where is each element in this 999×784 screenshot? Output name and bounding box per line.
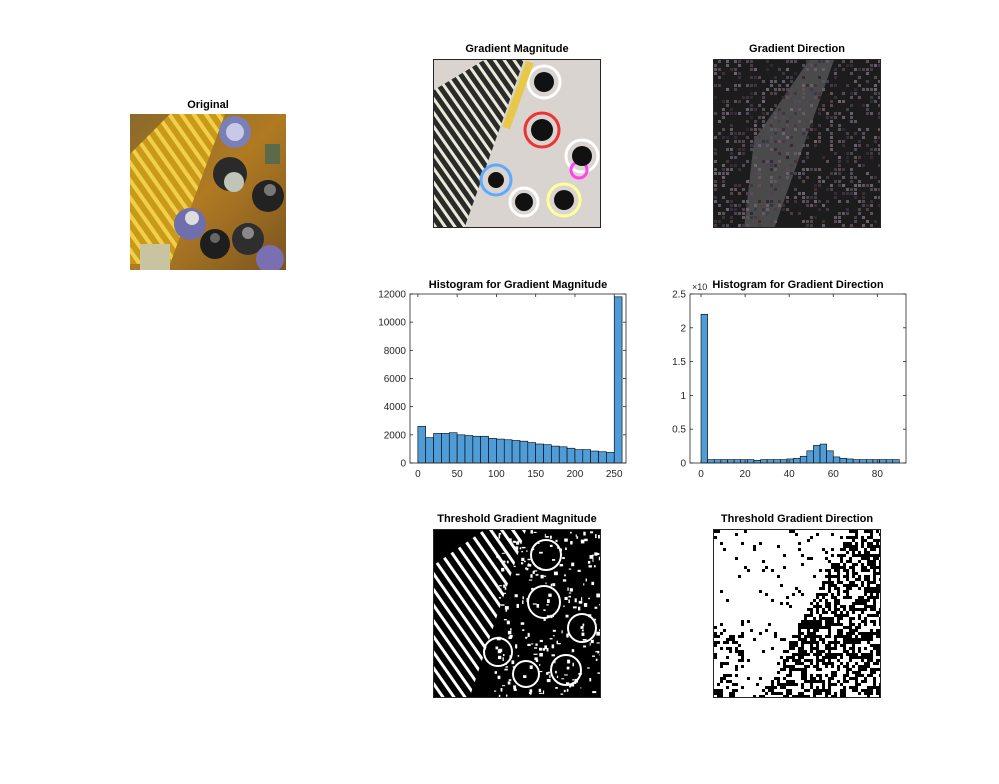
histogram-bar: [558, 446, 568, 464]
histogram-bar: [760, 459, 768, 464]
threshold-magnitude-image: [433, 529, 601, 698]
histogram-bar: [740, 459, 748, 464]
histogram-magnitude-panel: Histogram for Gradient Magnitude 0 50 100 15…: [370, 276, 640, 486]
histogram-bar: [700, 313, 708, 464]
histogram-bar: [535, 443, 544, 464]
gradient-magnitude-title: Gradient Magnitude: [465, 43, 569, 55]
histogram-bar: [551, 445, 560, 464]
histogram-bar: [713, 459, 722, 464]
histogram-bar: [852, 459, 861, 464]
histogram-bar: [753, 460, 761, 464]
histogram-bar: [786, 458, 794, 464]
y-exponent-label: ×10: [692, 282, 707, 292]
x-tick-label: 0: [415, 469, 421, 480]
x-tick-label: 20: [740, 469, 752, 480]
y-tick-label: 8000: [384, 346, 407, 357]
x-tick-label: 250: [606, 469, 623, 480]
histogram-bar: [813, 445, 821, 464]
threshold-direction-image: [713, 529, 881, 698]
histogram-bar: [519, 440, 529, 464]
threshold-direction-title: Threshold Gradient Direction: [720, 513, 874, 525]
x-tick-label: 50: [452, 469, 464, 480]
x-tick-label: 60: [828, 469, 840, 480]
histogram-bar: [582, 449, 591, 464]
histogram-bar: [480, 435, 489, 464]
y-tick-label: 2.5: [672, 290, 686, 301]
histogram-bar: [747, 459, 755, 464]
original-image: [130, 114, 286, 270]
x-tick-label: 40: [784, 469, 796, 480]
histogram-direction-panel: Histogram for Gradient Direction 0 20 40 60 8…: [660, 276, 910, 486]
histogram-bar: [799, 455, 808, 464]
threshold-magnitude-title: Threshold Gradient Magnitude: [437, 513, 597, 525]
histogram-bar: [885, 459, 894, 464]
histogram-bar: [773, 459, 781, 464]
histogram-bar: [879, 459, 887, 464]
histogram-magnitude-chart: Histogram for Gradient Magnitude 0 50 100 15…: [378, 279, 627, 480]
histogram-bar: [846, 458, 854, 464]
histogram-bar: [780, 459, 788, 464]
y-tick-label: 4000: [384, 402, 407, 413]
gradient-direction-title: Gradient Direction: [749, 43, 845, 55]
plot-box: [689, 293, 907, 464]
histogram-bar: [793, 457, 801, 464]
x-tick-label: 150: [527, 469, 544, 480]
y-tick-label: 0: [400, 459, 406, 470]
histogram-bar: [872, 459, 880, 464]
histogram-bar: [511, 440, 521, 464]
histogram-bar: [727, 459, 735, 464]
histogram-bar: [819, 443, 827, 464]
histogram-bar: [433, 433, 442, 464]
histogram-bar: [472, 435, 481, 464]
y-tick-label: 10000: [378, 318, 406, 329]
histogram-bar: [892, 459, 900, 464]
y-tick-label: 12000: [378, 290, 406, 301]
y-tick-label: 1: [680, 391, 686, 402]
gradient-direction-image: [713, 59, 881, 228]
histogram-bar: [806, 450, 814, 464]
histogram-bar: [733, 459, 741, 464]
histogram-bar: [543, 444, 552, 464]
histogram-bar: [441, 433, 450, 464]
histogram-bar: [574, 449, 584, 464]
histogram-bar: [527, 442, 536, 464]
histogram-bar: [707, 459, 715, 464]
histogram-bar: [496, 438, 505, 464]
histogram-bar: [590, 450, 599, 464]
x-tick-label: 200: [567, 469, 584, 480]
y-tick-label: 0: [680, 459, 686, 470]
x-tick-label: 100: [488, 469, 505, 480]
histogram-bar: [826, 450, 834, 464]
y-tick-label: 2000: [384, 430, 407, 441]
histogram-title: Histogram for Gradient Direction: [712, 279, 883, 291]
histogram-bar: [839, 457, 847, 464]
histogram-bar: [456, 434, 466, 464]
gradient-magnitude-image: [433, 59, 601, 228]
histogram-bar: [766, 459, 775, 464]
histogram-bar: [566, 447, 576, 464]
x-tick-label: 80: [872, 469, 884, 480]
histogram-bar: [859, 459, 867, 464]
y-tick-label: 2: [680, 323, 686, 334]
histogram-bar: [866, 459, 874, 464]
histogram-bar: [613, 296, 623, 464]
histogram-bar: [448, 432, 458, 464]
y-tick-label: 0.5: [672, 425, 686, 436]
y-tick-label: 1.5: [672, 357, 686, 368]
histogram-bar: [425, 437, 434, 464]
histogram-bar: [464, 435, 474, 464]
histogram-bar: [606, 452, 615, 464]
histogram-bar: [417, 426, 426, 464]
x-tick-label: 0: [698, 469, 704, 480]
original-title: Original: [187, 99, 229, 111]
histogram-bar: [488, 438, 497, 464]
histogram-bar: [720, 459, 728, 464]
y-tick-label: 6000: [384, 374, 407, 385]
histogram-bar: [503, 439, 513, 464]
histogram-bar: [598, 451, 607, 464]
histogram-title: Histogram for Gradient Magnitude: [429, 279, 607, 291]
histogram-bar: [832, 456, 841, 464]
